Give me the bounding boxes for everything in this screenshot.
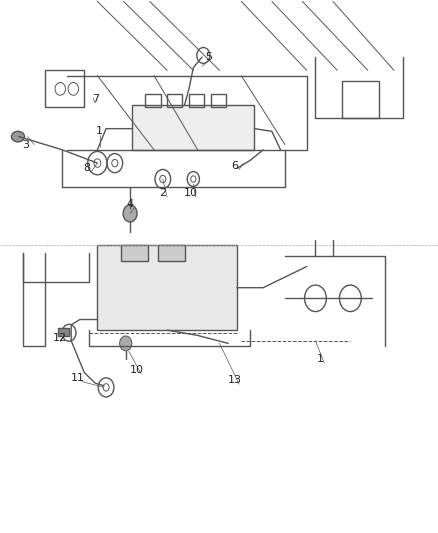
Text: 10: 10	[184, 188, 198, 198]
Text: 12: 12	[53, 333, 67, 343]
Text: 1: 1	[316, 354, 323, 364]
Bar	[210, 94, 226, 108]
Text: 11: 11	[71, 373, 85, 383]
Bar	[132, 105, 254, 150]
Text: 4: 4	[126, 199, 133, 209]
Ellipse shape	[11, 131, 25, 142]
Bar	[58, 328, 69, 336]
Text: 3: 3	[22, 140, 29, 150]
Bar	[158, 245, 184, 261]
Bar	[341, 81, 378, 118]
Text: 6: 6	[231, 161, 238, 171]
Circle shape	[119, 336, 131, 351]
Bar	[121, 245, 147, 261]
Bar	[145, 94, 160, 108]
Text: 7: 7	[92, 94, 99, 104]
Bar	[97, 245, 237, 330]
Text: 2: 2	[159, 188, 166, 198]
Circle shape	[123, 205, 137, 222]
Bar	[188, 94, 204, 108]
Bar	[167, 94, 182, 108]
Text: 13: 13	[227, 375, 241, 385]
Text: 1: 1	[96, 126, 103, 136]
Text: 5: 5	[205, 52, 212, 62]
Text: 10: 10	[129, 365, 143, 375]
Bar	[45, 70, 84, 108]
Text: 8: 8	[83, 164, 90, 173]
